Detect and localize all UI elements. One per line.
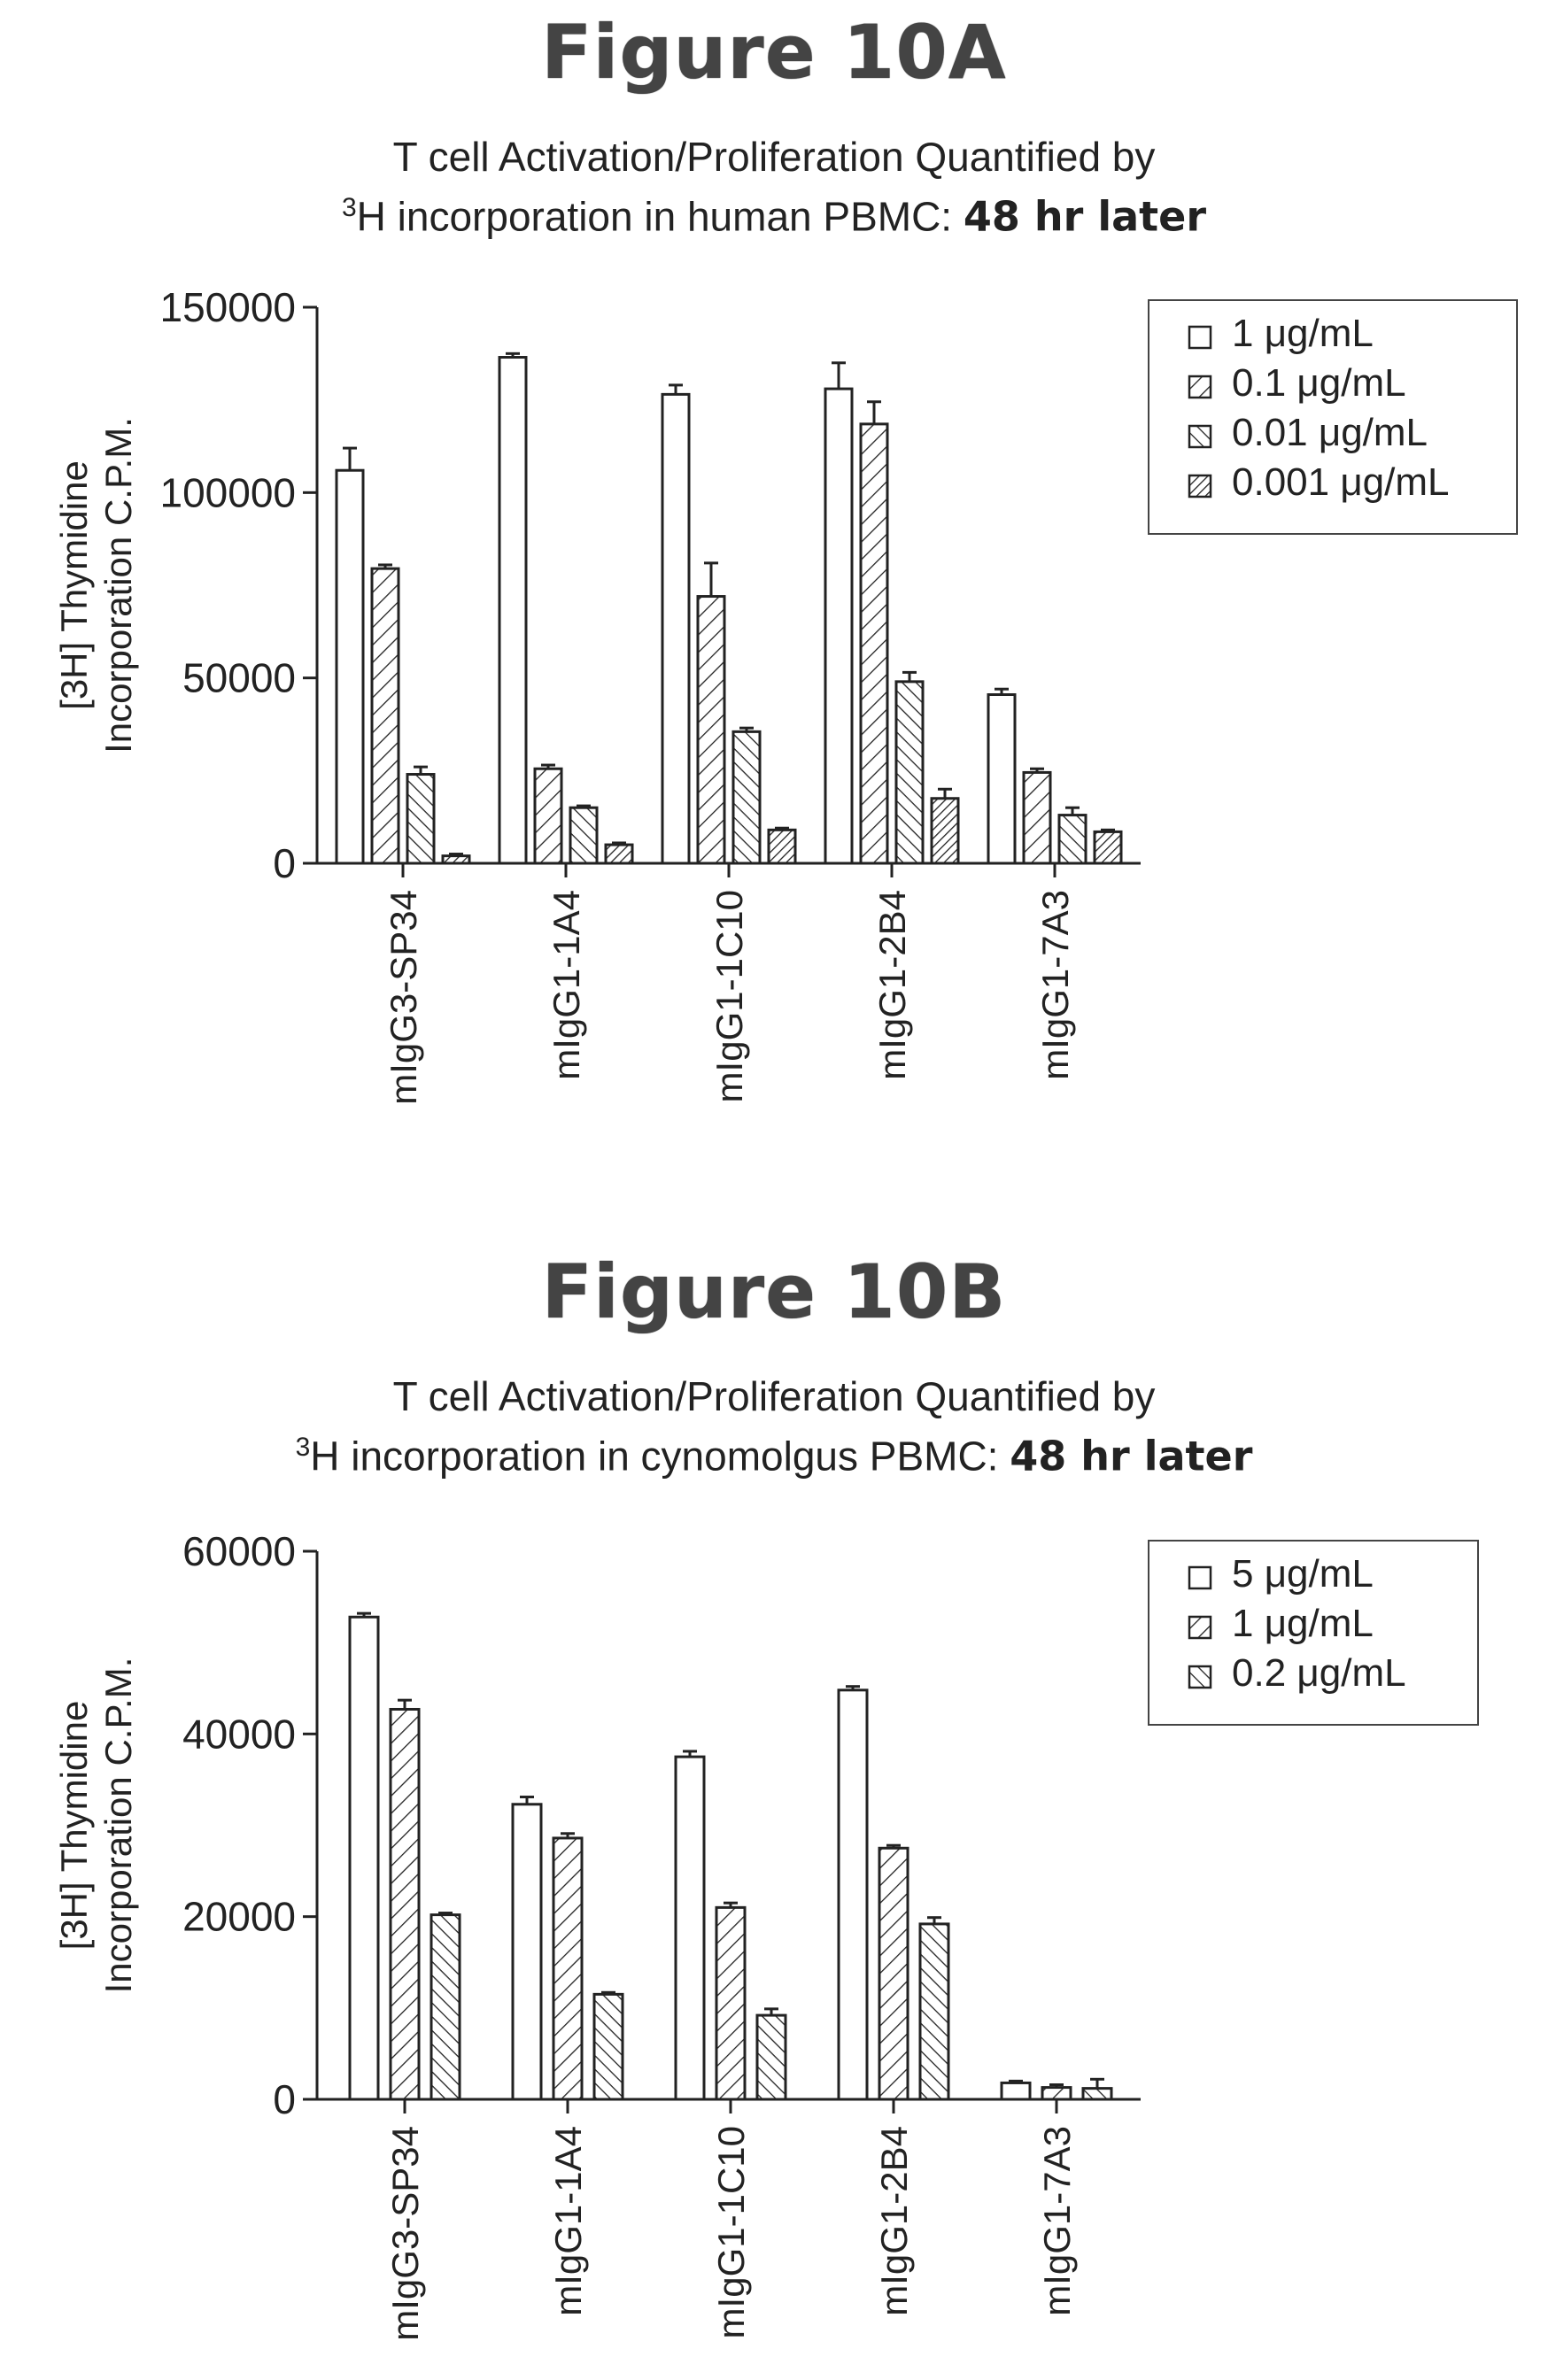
legend-label: 0.1 μg/mL [1232,361,1406,405]
legend-swatch [1188,424,1212,449]
legend-swatch [1188,1665,1212,1689]
figure-heading: Figure 10A [541,9,1007,96]
legend-label: 0.2 μg/mL [1232,1651,1406,1695]
subtitle-text: H incorporation in cynomolgus PBMC: [310,1433,1010,1480]
bar [498,356,528,865]
bar [1041,2086,1072,2101]
legend-label: 1 μg/mL [1232,312,1374,355]
legend-swatch [1188,1615,1212,1640]
y-tick-label: 40000 [182,1711,296,1757]
y-axis-label-line-2: Incorporation C.P.M. [97,1658,139,1994]
bar [511,1803,543,2101]
bar [824,387,854,865]
bar [441,854,471,865]
bar [569,806,599,865]
bar [552,1836,584,2101]
bar [767,828,797,865]
x-tick-label: mIgG1-1C10 [710,2126,752,2338]
x-tick-label: mIgG3-SP34 [383,890,424,1105]
subtitle-line-2: 3H incorporation in cynomolgus PBMC: 48 … [0,1422,1548,1481]
x-tick-label: mIgG1-2B4 [873,2126,915,2316]
subtitle-text: H incorporation in human PBMC: [356,193,964,240]
figure-10b: Figure 10B T cell Activation/Proliferati… [0,1240,1548,2380]
bar [430,1913,461,2101]
bar [1000,2081,1032,2101]
y-axis-label-line-1: [3H] Thymidine [53,460,95,710]
legend-swatch [1188,375,1212,399]
bar [406,773,436,865]
bar [755,2013,787,2101]
bar [1022,770,1052,865]
bar [348,1615,380,2101]
bar [731,730,762,865]
bar [859,422,889,865]
figure-heading: Figure 10B [541,1248,1007,1335]
bar [674,1755,706,2101]
x-tick-label: mIgG1-1A4 [546,890,587,1080]
subtitle-line-1: T cell Activation/Proliferation Quantifi… [392,134,1156,180]
bar [715,1905,747,2101]
y-axis-label: [3H] ThymidineIncorporation C.P.M. [53,417,139,753]
bar [592,1992,624,2101]
bar [930,797,960,865]
x-tick-label: mIgG1-1C10 [708,890,750,1102]
legend-label: 0.01 μg/mL [1232,411,1428,454]
figure-10a: Figure 10A T cell Activation/Proliferati… [0,9,1548,1105]
chart-subtitle: T cell Activation/Proliferation Quantifi… [0,1371,1548,1481]
y-axis-label-line-2: Incorporation C.P.M. [97,417,139,753]
y-tick-label: 50000 [182,655,296,701]
x-tick-label: mIgG1-7A3 [1034,890,1076,1080]
legend-swatch [1188,325,1212,350]
bar [918,1922,950,2101]
superscript: 3 [295,1433,311,1462]
bar [604,843,634,865]
legend-label: 0.001 μg/mL [1232,460,1450,504]
subtitle-bold: 48 hr later [1010,1432,1253,1480]
bar [533,767,563,865]
x-tick-label: mIgG3-SP34 [384,2126,426,2341]
bar [696,595,726,865]
chart-10a: 0 50000 100000 150000 [3H] ThymidineIncorpor… [53,284,1518,1105]
legend-swatch [1188,1565,1212,1590]
bar [1081,2087,1113,2101]
subtitle-line-2: 3H incorporation in human PBMC: 48 hr la… [0,182,1548,242]
superscript: 3 [341,193,357,222]
x-tick-label: mIgG1-2B4 [871,890,913,1080]
y-axis-label-line-1: [3H] Thymidine [53,1701,95,1951]
bar [837,1688,869,2101]
chart-10b: 0 20000 40000 60000 [3H] ThymidineIncorporat… [53,1528,1479,2341]
legend-label: 5 μg/mL [1232,1552,1374,1596]
bar [389,1707,421,2101]
y-tick-label: 60000 [182,1528,296,1574]
y-tick-label: 150000 [160,284,297,330]
y-tick-label: 20000 [182,1894,296,1940]
bar [335,468,365,865]
y-tick-label: 100000 [160,469,297,515]
bar [370,567,400,865]
y-axis-label: [3H] ThymidineIncorporation C.P.M. [53,1658,139,1994]
bar [1093,830,1123,865]
y-tick-label: 0 [273,840,296,886]
subtitle-line-1: T cell Activation/Proliferation Quantifi… [392,1373,1156,1419]
x-tick-label: mIgG1-7A3 [1036,2126,1078,2316]
x-tick-label: mIgG1-1A4 [547,2126,589,2316]
legend-swatch [1188,474,1212,498]
bar [894,680,925,865]
legend-label: 1 μg/mL [1232,1602,1374,1645]
chart-subtitle: T cell Activation/Proliferation Quantifi… [0,131,1548,242]
y-tick-label: 0 [273,2076,296,2122]
subtitle-bold: 48 hr later [963,192,1207,241]
bar [661,392,691,865]
bar [1057,814,1087,865]
bar [878,1846,909,2101]
bar [987,693,1017,865]
